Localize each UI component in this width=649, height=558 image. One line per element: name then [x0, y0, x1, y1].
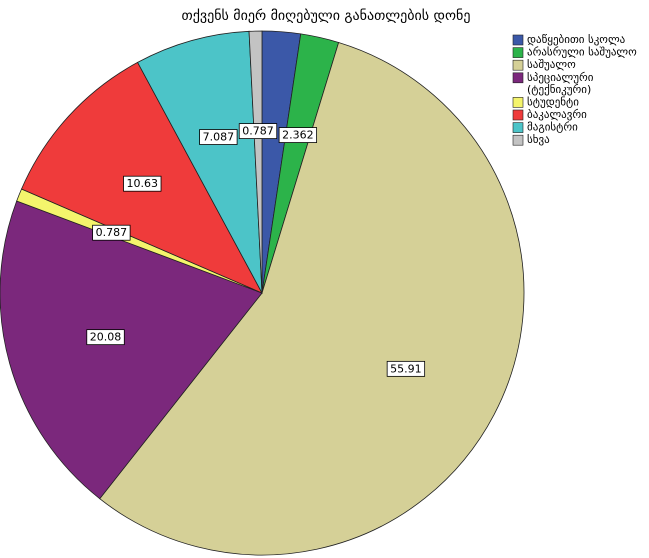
legend-label: არასრული საშუალო — [527, 46, 637, 59]
legend-label: მაგისტრი — [527, 121, 578, 134]
data-label: 2.362 — [278, 127, 318, 143]
legend-label: დაწყებითი სკოლა — [527, 33, 626, 46]
legend-swatch — [512, 97, 524, 108]
data-label-box — [386, 360, 426, 377]
legend-swatch — [512, 47, 524, 58]
legend-label: ბაკალავრი — [527, 108, 587, 121]
data-label: 55.91 — [386, 360, 426, 377]
legend-swatch — [512, 122, 524, 133]
data-label-text: 0.787 — [242, 125, 274, 138]
data-label-box — [86, 329, 125, 346]
data-label: 0.787 — [238, 123, 278, 140]
legend-swatch — [512, 34, 524, 46]
data-label: 0.787 — [92, 224, 131, 241]
data-label-text: 20.08 — [90, 331, 122, 344]
pie-slice — [248, 30, 263, 294]
data-label: 20.08 — [86, 329, 125, 346]
legend-swatch — [512, 134, 524, 146]
legend-label: სპეციალური (ტექნიკური) — [527, 71, 594, 96]
legend-swatch — [512, 59, 524, 71]
data-label: 10.63 — [123, 175, 162, 192]
pie-slice — [0, 200, 263, 500]
chart-title: თქვენს მიერ მიღებული განათლების დონე — [182, 7, 471, 24]
data-label-box — [92, 224, 131, 241]
data-label-box — [238, 123, 278, 140]
data-label-text: 55.91 — [390, 362, 422, 375]
pie-slice — [99, 41, 525, 556]
data-label-text: 0.787 — [96, 226, 128, 239]
legend-swatch — [512, 72, 524, 84]
legend-label: საშუალო — [527, 58, 576, 71]
data-label-box — [199, 129, 238, 145]
data-label-text: 7.087 — [203, 131, 235, 144]
data-label: 7.087 — [199, 129, 238, 145]
legend-label: სხვა — [527, 133, 550, 146]
legend-swatch — [512, 109, 524, 121]
data-label-text: 2.362 — [282, 129, 314, 142]
data-label-text: 10.63 — [127, 177, 159, 190]
data-label-box — [278, 127, 318, 143]
legend-label: სტუდენტი — [527, 95, 579, 108]
data-label-box — [123, 175, 162, 192]
pie-slice — [137, 30, 263, 294]
